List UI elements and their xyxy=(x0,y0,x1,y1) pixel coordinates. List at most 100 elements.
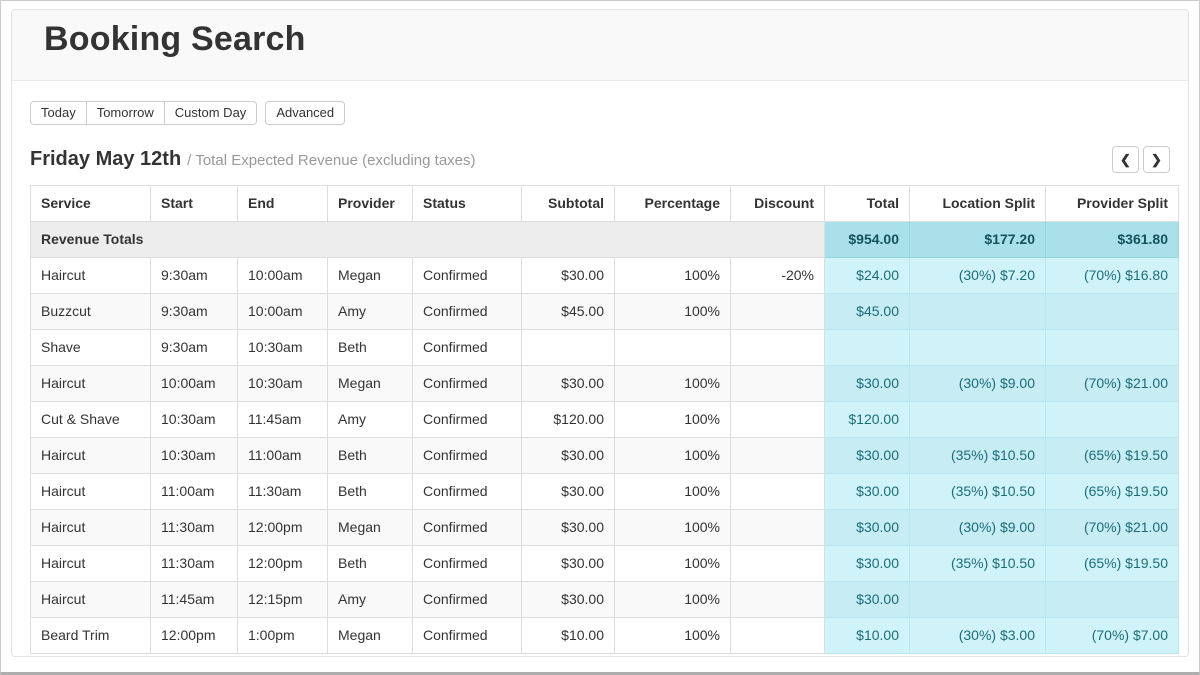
revenue-totals-label: Revenue Totals xyxy=(30,221,825,258)
cell-discount xyxy=(730,401,825,438)
cell-provider-split xyxy=(1045,401,1179,438)
table-header-row: Service Start End Provider Status Subtot… xyxy=(30,185,1179,222)
table-row[interactable]: Haircut 10:00am 10:30am Megan Confirmed $30.0… xyxy=(30,365,1179,402)
col-header-location-split: Location Split xyxy=(909,185,1046,222)
cell-location-split xyxy=(909,401,1046,438)
table-row[interactable]: Haircut 11:30am 12:00pm Beth Confirmed $30.00… xyxy=(30,545,1179,582)
cell-location-split: (30%) $9.00 xyxy=(909,509,1046,546)
cell-location-split: (30%) $3.00 xyxy=(909,617,1046,654)
cell-service: Cut & Shave xyxy=(30,401,151,438)
cell-percentage: 100% xyxy=(614,437,731,474)
cell-total: $30.00 xyxy=(824,473,910,510)
cell-subtotal: $30.00 xyxy=(521,437,615,474)
cell-total: $10.00 xyxy=(824,617,910,654)
cell-percentage xyxy=(614,329,731,366)
cell-percentage: 100% xyxy=(614,581,731,618)
table-body: Revenue Totals $954.00 $177.20 $361.80 H… xyxy=(30,221,1179,654)
cell-status: Confirmed xyxy=(412,293,522,330)
cell-percentage: 100% xyxy=(614,509,731,546)
cell-status: Confirmed xyxy=(412,473,522,510)
cell-provider: Beth xyxy=(327,329,413,366)
cell-subtotal: $30.00 xyxy=(521,257,615,294)
table-row[interactable]: Cut & Shave 10:30am 11:45am Amy Confirmed $12… xyxy=(30,401,1179,438)
cell-provider: Amy xyxy=(327,293,413,330)
tomorrow-button[interactable]: Tomorrow xyxy=(85,101,165,125)
page-header: Booking Search xyxy=(12,10,1188,81)
cell-end: 1:00pm xyxy=(237,617,328,654)
cell-location-split: (35%) $10.50 xyxy=(909,437,1046,474)
cell-provider: Amy xyxy=(327,581,413,618)
cell-end: 10:30am xyxy=(237,329,328,366)
heading-separator: / xyxy=(187,152,192,169)
cell-service: Buzzcut xyxy=(30,293,151,330)
next-day-button[interactable]: ❯ xyxy=(1143,146,1170,173)
cell-provider-split xyxy=(1045,581,1179,618)
revenue-totals-location-split: $177.20 xyxy=(909,221,1046,258)
cell-end: 10:00am xyxy=(237,257,328,294)
col-header-service: Service xyxy=(30,185,151,222)
cell-location-split xyxy=(909,293,1046,330)
cell-provider-split: (65%) $19.50 xyxy=(1045,545,1179,582)
cell-start: 11:00am xyxy=(150,473,238,510)
table-row[interactable]: Haircut 11:00am 11:30am Beth Confirmed $30.00… xyxy=(30,473,1179,510)
cell-status: Confirmed xyxy=(412,437,522,474)
cell-status: Confirmed xyxy=(412,581,522,618)
revenue-totals-total: $954.00 xyxy=(824,221,910,258)
cell-total: $30.00 xyxy=(824,545,910,582)
cell-start: 9:30am xyxy=(150,293,238,330)
bookings-table: Service Start End Provider Status Subtot… xyxy=(30,185,1179,654)
cell-status: Confirmed xyxy=(412,329,522,366)
cell-provider: Amy xyxy=(327,401,413,438)
heading-row: Friday May 12th / Total Expected Revenue (… xyxy=(30,146,1170,173)
cell-end: 10:00am xyxy=(237,293,328,330)
cell-provider-split: (65%) $19.50 xyxy=(1045,473,1179,510)
col-header-discount: Discount xyxy=(730,185,825,222)
table-row[interactable]: Haircut 9:30am 10:00am Megan Confirmed $30.00… xyxy=(30,257,1179,294)
cell-percentage: 100% xyxy=(614,293,731,330)
cell-start: 11:30am xyxy=(150,545,238,582)
advanced-button[interactable]: Advanced xyxy=(265,101,346,125)
col-header-provider-split: Provider Split xyxy=(1045,185,1179,222)
report-date: Friday May 12th xyxy=(30,148,182,170)
cell-discount xyxy=(730,545,825,582)
cell-start: 10:30am xyxy=(150,437,238,474)
cell-discount xyxy=(730,509,825,546)
cell-provider: Megan xyxy=(327,365,413,402)
cell-status: Confirmed xyxy=(412,257,522,294)
cell-discount xyxy=(730,329,825,366)
col-header-percentage: Percentage xyxy=(614,185,731,222)
cell-total: $30.00 xyxy=(824,365,910,402)
table-row[interactable]: Beard Trim 12:00pm 1:00pm Megan Confirmed $10… xyxy=(30,617,1179,654)
date-pager: ❮ ❯ xyxy=(1112,146,1170,173)
table-row[interactable]: Buzzcut 9:30am 10:00am Amy Confirmed $45.00 10… xyxy=(30,293,1179,330)
table-row[interactable]: Haircut 11:45am 12:15pm Amy Confirmed $30.00 1… xyxy=(30,581,1179,618)
cell-location-split xyxy=(909,581,1046,618)
cell-start: 10:30am xyxy=(150,401,238,438)
cell-start: 9:30am xyxy=(150,257,238,294)
chevron-left-icon: ❮ xyxy=(1120,152,1131,167)
cell-end: 10:30am xyxy=(237,365,328,402)
previous-day-button[interactable]: ❮ xyxy=(1112,146,1139,173)
custom-day-button[interactable]: Custom Day xyxy=(163,101,258,125)
main-panel: Booking Search Today Tomorrow Custom Day… xyxy=(11,9,1189,657)
today-button[interactable]: Today xyxy=(30,101,87,125)
cell-provider: Megan xyxy=(327,257,413,294)
report-subtitle: Total Expected Revenue (excluding taxes) xyxy=(195,152,476,169)
col-header-start: Start xyxy=(150,185,238,222)
cell-subtotal xyxy=(521,329,615,366)
cell-status: Confirmed xyxy=(412,401,522,438)
cell-provider: Megan xyxy=(327,509,413,546)
table-row[interactable]: Haircut 10:30am 11:00am Beth Confirmed $30.00… xyxy=(30,437,1179,474)
cell-provider-split: (70%) $21.00 xyxy=(1045,509,1179,546)
col-header-subtotal: Subtotal xyxy=(521,185,615,222)
cell-total: $30.00 xyxy=(824,581,910,618)
table-row[interactable]: Shave 9:30am 10:30am Beth Confirmed xyxy=(30,329,1179,366)
cell-subtotal: $30.00 xyxy=(521,581,615,618)
cell-status: Confirmed xyxy=(412,545,522,582)
table-row[interactable]: Haircut 11:30am 12:00pm Megan Confirmed $30.0… xyxy=(30,509,1179,546)
cell-end: 11:30am xyxy=(237,473,328,510)
cell-discount xyxy=(730,293,825,330)
cell-start: 11:45am xyxy=(150,581,238,618)
cell-percentage: 100% xyxy=(614,365,731,402)
